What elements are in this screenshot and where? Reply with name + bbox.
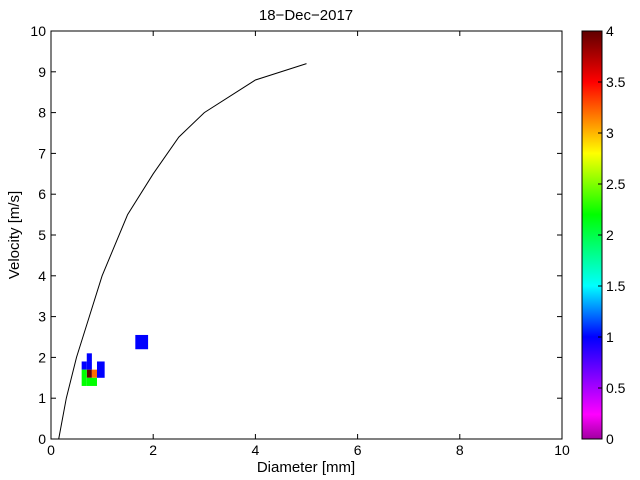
heatmap-cell [86, 361, 92, 370]
chart-title: 18−Dec−2017 [259, 7, 353, 24]
colorbar-tick-label: 0 [606, 431, 614, 447]
colorbar-tick-label: 2 [606, 227, 614, 243]
reference-curve-layer [58, 63, 307, 440]
x-tick-label: 10 [554, 442, 570, 458]
heatmap-cell [81, 361, 87, 370]
colorbar-tick-label: 2.5 [606, 176, 626, 192]
y-tick-label: 0 [38, 431, 46, 447]
heatmap-cell [86, 353, 92, 362]
x-tick-label: 4 [252, 442, 260, 458]
y-axis: 0 1 2 3 4 5 6 7 8 9 10 [30, 23, 562, 447]
y-tick-label: 7 [38, 145, 46, 161]
y-tick-label: 3 [38, 309, 46, 325]
x-axis: 0 2 4 6 8 10 [47, 31, 570, 458]
colorbar-tick-label: 4 [606, 23, 614, 39]
y-tick-label: 6 [38, 186, 46, 202]
x-axis-label: Diameter [mm] [257, 459, 355, 476]
heatmap-cell [86, 377, 97, 386]
plot-area-frame [50, 30, 563, 440]
colorbar-tick-label: 0.5 [606, 380, 626, 396]
heatmap-cell [96, 361, 105, 378]
y-tick-label: 2 [38, 349, 46, 365]
y-tick-label: 9 [38, 64, 46, 80]
heatmap-cell [81, 369, 87, 386]
reference-curve [58, 63, 307, 440]
colorbar-tick-label: 3.5 [606, 74, 626, 90]
colorbar-axis: 0 0.5 1 1.5 2 2.5 3 3.5 4 [598, 23, 626, 447]
y-tick-label: 1 [38, 390, 46, 406]
x-tick-label: 0 [47, 442, 55, 458]
x-tick-label: 6 [354, 442, 362, 458]
colorbar-tick-label: 3 [606, 125, 614, 141]
y-tick-label: 10 [30, 23, 46, 39]
heatmap-cells [81, 334, 149, 386]
x-tick-label: 2 [149, 442, 157, 458]
x-tick-label: 8 [456, 442, 464, 458]
heatmap-cell [135, 334, 149, 350]
y-tick-label: 8 [38, 105, 46, 121]
colorbar-tick-label: 1 [606, 329, 614, 345]
heatmap-cell [86, 369, 92, 378]
y-axis-label: Velocity [m/s] [6, 191, 23, 279]
colorbar-tick-label: 1.5 [606, 278, 626, 294]
y-tick-label: 5 [38, 227, 46, 243]
heatmap-cell [91, 369, 97, 378]
y-tick-label: 4 [38, 268, 46, 284]
